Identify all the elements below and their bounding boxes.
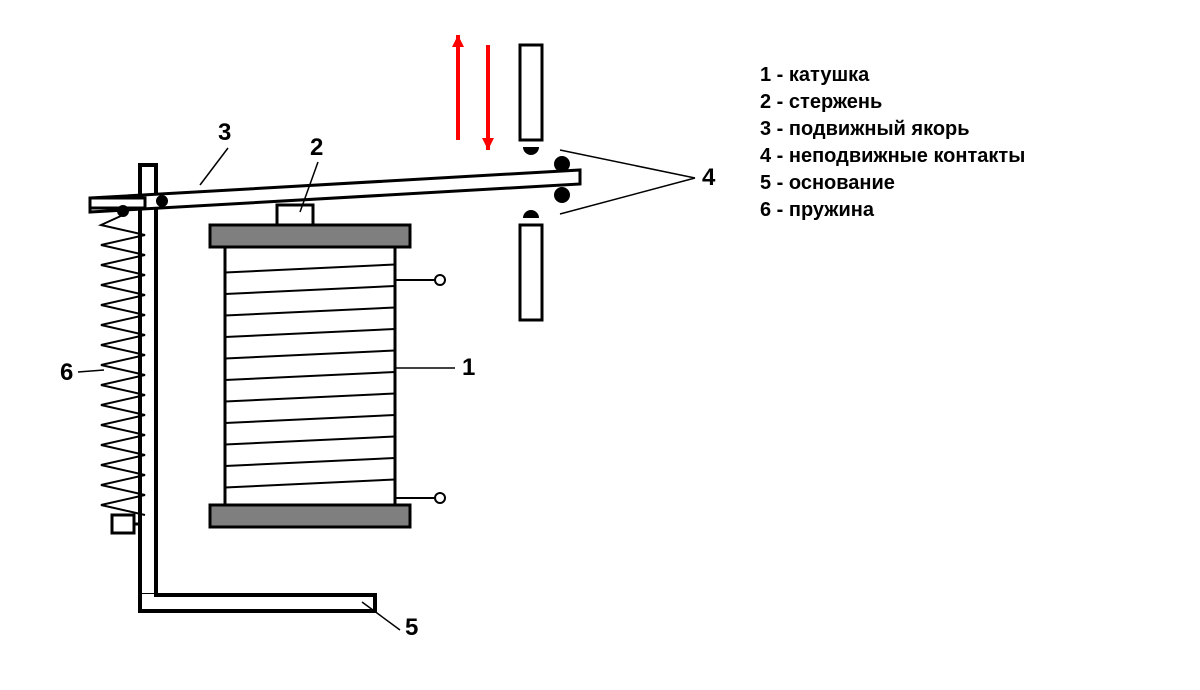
coil-terminal-top (435, 275, 445, 285)
callout-number-4: 4 (702, 164, 716, 191)
callout-number-5: 5 (405, 614, 418, 641)
callout-number-1: 1 (462, 354, 475, 381)
lower-contact-post (520, 225, 542, 320)
spring-top-dot (118, 206, 128, 216)
moving-contact-top (555, 157, 569, 171)
rod (277, 205, 313, 225)
frame-vertical (140, 165, 156, 610)
legend-item-1: 1 - катушка (760, 62, 1025, 89)
pivot-dot (157, 196, 167, 206)
coil-flange-top (210, 225, 410, 247)
arrow-down-icon-head (482, 138, 494, 150)
coil-terminal-bottom (435, 493, 445, 503)
callout-line-6 (78, 370, 104, 372)
callout-line-3 (200, 148, 228, 185)
upper-contact-post (520, 45, 542, 140)
legend-item-3: 3 - подвижный якорь (760, 116, 1025, 143)
coil-flange-bottom (210, 505, 410, 527)
legend-item-2: 2 - стержень (760, 89, 1025, 116)
lower-fixed-contact (523, 210, 539, 218)
legend-item-6: 6 - пружина (760, 197, 1025, 224)
arrow-up-icon-head (452, 35, 464, 47)
armature-stub (90, 198, 145, 208)
spring-bracket (112, 515, 134, 533)
upper-fixed-contact (523, 147, 539, 155)
legend-item-5: 5 - основание (760, 170, 1025, 197)
callout-number-3: 3 (218, 119, 231, 146)
legend-block: 1 - катушка2 - стержень3 - подвижный яко… (760, 62, 1025, 224)
callout-number-2: 2 (310, 134, 323, 161)
callout-line-5 (362, 602, 400, 630)
legend-item-4: 4 - неподвижные контакты (760, 143, 1025, 170)
callout-number-6: 6 (60, 359, 73, 386)
frame-base (140, 595, 375, 611)
moving-contact-bottom (555, 188, 569, 202)
